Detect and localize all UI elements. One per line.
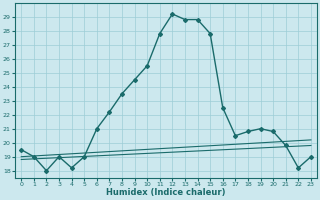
X-axis label: Humidex (Indice chaleur): Humidex (Indice chaleur): [106, 188, 226, 197]
